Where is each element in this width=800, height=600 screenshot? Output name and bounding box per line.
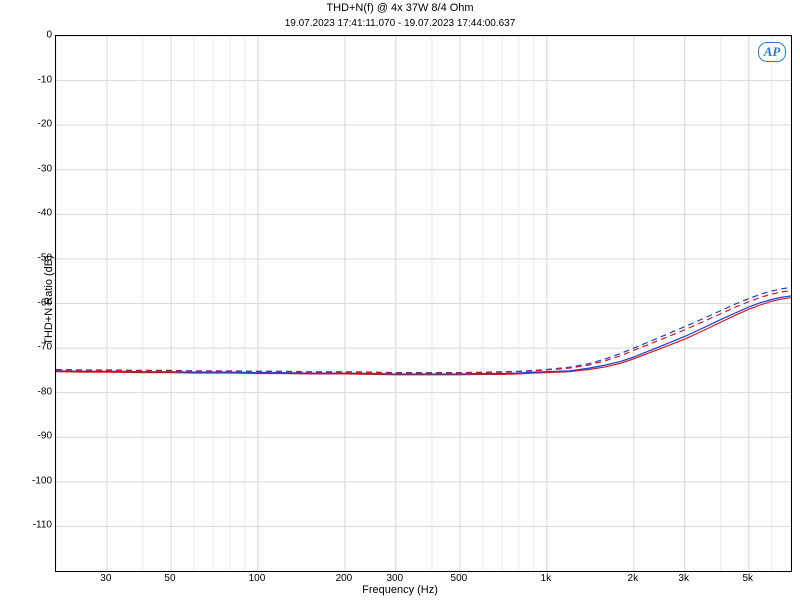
x-tick-label: 200 (336, 573, 353, 584)
y-tick-label: -100 (7, 475, 52, 486)
y-tick-label: -110 (7, 520, 52, 531)
y-tick-label: -80 (7, 386, 52, 397)
y-tick-label: -30 (7, 163, 52, 174)
y-tick-label: -40 (7, 208, 52, 219)
plot-svg (56, 36, 791, 571)
x-tick-label: 5k (743, 573, 754, 584)
x-tick-label: 50 (164, 573, 175, 584)
chart-subtitle: 19.07.2023 17:41:11.070 - 19.07.2023 17:… (0, 18, 800, 29)
y-tick-label: 0 (7, 30, 52, 41)
chart-container: THD+N(f) @ 4x 37W 8/4 Ohm 19.07.2023 17:… (0, 0, 800, 600)
x-tick-label: 1k (541, 573, 552, 584)
y-tick-label: -20 (7, 119, 52, 130)
y-tick-label: -10 (7, 74, 52, 85)
y-tick-label: -60 (7, 297, 52, 308)
chart-title: THD+N(f) @ 4x 37W 8/4 Ohm (0, 2, 800, 14)
x-tick-label: 3k (678, 573, 689, 584)
x-axis-label: Frequency (Hz) (0, 584, 800, 596)
y-tick-label: -90 (7, 431, 52, 442)
plot-area (55, 35, 792, 572)
y-tick-label: -70 (7, 342, 52, 353)
x-tick-label: 100 (249, 573, 266, 584)
y-tick-label: -50 (7, 252, 52, 263)
x-tick-label: 300 (386, 573, 403, 584)
x-tick-label: 500 (451, 573, 468, 584)
ap-logo-icon: AP (758, 42, 786, 62)
x-tick-label: 30 (100, 573, 111, 584)
x-tick-label: 2k (628, 573, 639, 584)
